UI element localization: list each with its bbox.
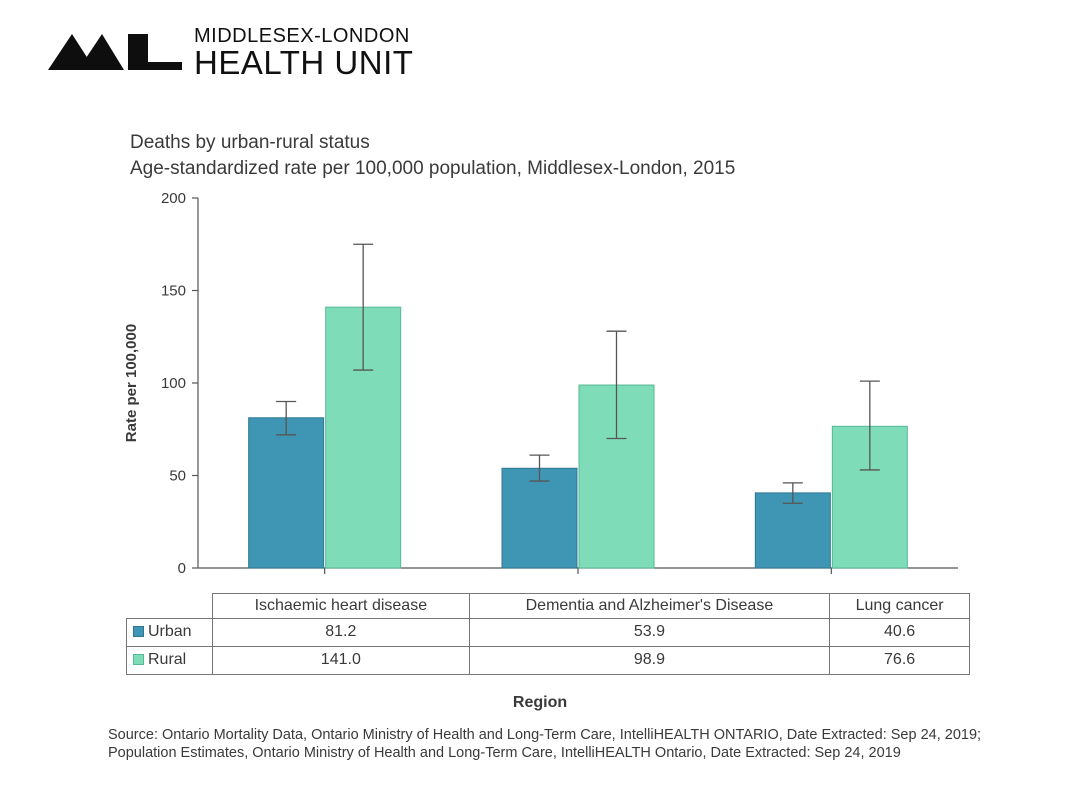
org-logo-text: MIDDLESEX-LONDON HEALTH UNIT [194, 26, 413, 79]
table-series-header-rural: Rural [127, 647, 213, 675]
y-tick-label: 200 [161, 190, 186, 207]
table-cell: 76.6 [830, 647, 970, 675]
legend-label: Rural [148, 651, 186, 668]
table-cell: 98.9 [469, 647, 830, 675]
y-tick-label: 100 [161, 375, 186, 392]
chart-title-line2: Age-standardized rate per 100,000 popula… [130, 156, 735, 182]
bar-urban [249, 418, 324, 568]
chart-title: Deaths by urban-rural status Age-standar… [130, 130, 735, 181]
y-axis-label: Rate per 100,000 [123, 324, 140, 442]
table-category-header: Lung cancer [830, 594, 970, 619]
source-citation: Source: Ontario Mortality Data, Ontario … [108, 726, 988, 762]
table-cell: 141.0 [213, 647, 470, 675]
ml-logo-mark [48, 22, 188, 82]
table-cell: 53.9 [469, 619, 830, 647]
table-category-header: Dementia and Alzheimer's Disease [469, 594, 830, 619]
bar-urban [755, 493, 830, 568]
table-series-header-urban: Urban [127, 619, 213, 647]
y-tick-label: 50 [169, 468, 186, 485]
chart-title-line1: Deaths by urban-rural status [130, 130, 735, 156]
data-table: Ischaemic heart diseaseDementia and Alzh… [126, 593, 970, 675]
x-axis-label: Region [0, 694, 1080, 712]
table-cell: 40.6 [830, 619, 970, 647]
y-tick-label: 0 [178, 560, 186, 577]
legend-swatch-urban [133, 626, 144, 637]
bar-chart: 0 50 100 150 200 Rate per 100,000 [110, 180, 980, 600]
table-cell: 81.2 [213, 619, 470, 647]
org-title-line1: MIDDLESEX-LONDON [194, 26, 413, 46]
org-title-line2: HEALTH UNIT [194, 46, 413, 79]
bar-urban [502, 468, 577, 568]
org-logo: MIDDLESEX-LONDON HEALTH UNIT [48, 22, 413, 82]
y-tick-label: 150 [161, 283, 186, 300]
legend-swatch-rural [133, 654, 144, 665]
table-category-header: Ischaemic heart disease [213, 594, 470, 619]
legend-label: Urban [148, 623, 192, 640]
table-corner [127, 594, 213, 619]
